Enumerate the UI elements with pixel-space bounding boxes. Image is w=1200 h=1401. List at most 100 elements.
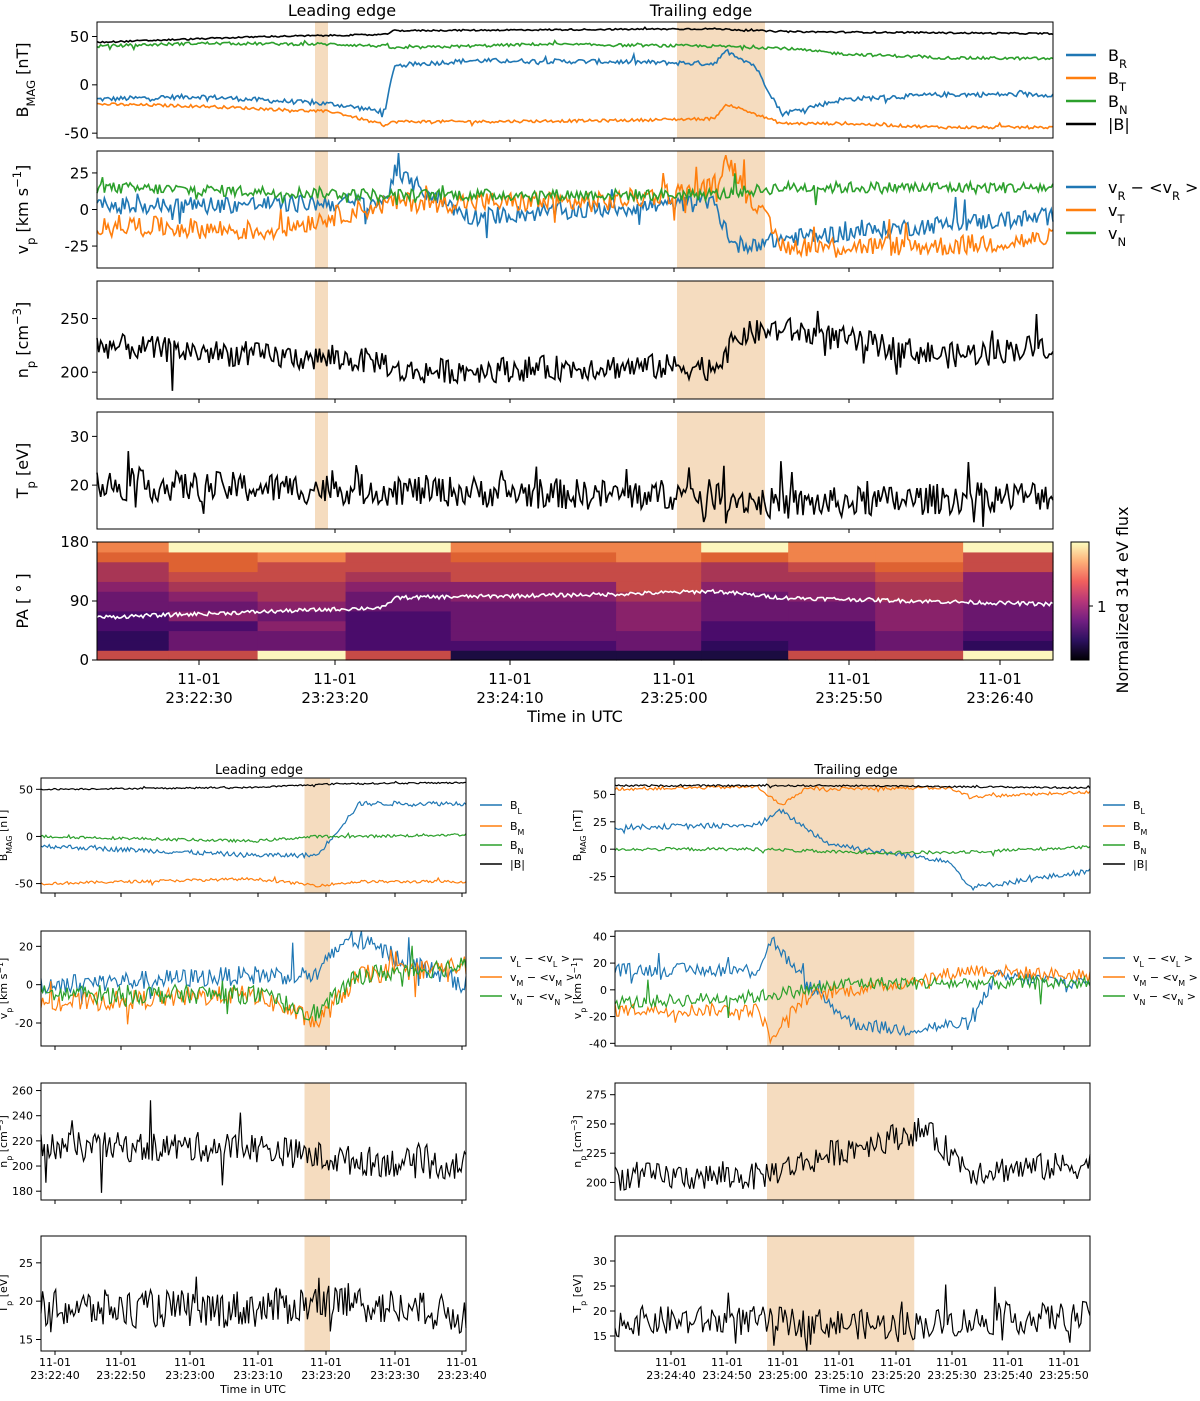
pa-cell	[963, 601, 1054, 612]
pa-cell	[345, 571, 452, 582]
label-part: v	[13, 245, 32, 254]
label-part: PA [ ° ]	[13, 573, 32, 628]
label-part: B	[510, 820, 518, 833]
x-tick-time: 23:23:20	[301, 689, 368, 707]
axes-frame	[96, 411, 1054, 530]
title-trailing-edge-zoom: Trailing edge	[813, 763, 897, 778]
y-tick-label: -20	[589, 1011, 607, 1024]
axes-frame	[96, 280, 1054, 400]
y-tick-label: -50	[65, 125, 90, 143]
label-part: L	[517, 960, 522, 969]
series-line-bl	[614, 808, 1091, 892]
pa-cell	[168, 551, 259, 563]
label-part: p	[5, 1008, 14, 1013]
label-part: B	[1108, 69, 1119, 88]
pa-cell	[450, 561, 617, 573]
x-tick-date: 11-01	[310, 1356, 342, 1369]
pa-cell	[257, 610, 347, 622]
y-tick-label: 250	[60, 310, 89, 328]
pa-cell	[701, 650, 789, 661]
label-part: N	[518, 847, 524, 856]
y-tick-label: 200	[60, 364, 89, 382]
label-part: − <v	[1125, 178, 1171, 197]
series-line-bm	[40, 875, 467, 888]
pa-cell	[97, 640, 170, 651]
y-tick-label: 200	[586, 1176, 607, 1189]
pa-cell	[788, 630, 876, 641]
label-part: ]	[0, 958, 10, 962]
y-tick-label: 25	[70, 164, 89, 182]
label-part: ]	[13, 302, 32, 308]
br-bmag-legend-label: |B|	[1133, 858, 1148, 871]
label-part: L	[1140, 960, 1145, 969]
y-tick-label: 0	[79, 201, 89, 219]
br-vp-legend-label: vM − <vM >	[1133, 971, 1198, 988]
x-tick-date: 11-01	[379, 1356, 411, 1369]
pa-cell	[788, 620, 876, 632]
pa-cell	[875, 561, 964, 573]
pa-cell	[450, 640, 617, 651]
top-vp-panel: 25 0 -25	[65, 150, 1054, 272]
axes-frame	[614, 777, 1091, 894]
label-part: L	[1141, 807, 1146, 816]
label-part: v	[510, 952, 517, 965]
pa-cell	[97, 561, 170, 573]
pa-cell	[875, 571, 964, 582]
x-tick-time: 23:25:30	[927, 1369, 976, 1382]
x-tick-date: 11-01	[880, 1356, 912, 1369]
label-part: [eV]	[571, 1274, 584, 1300]
pa-cell	[257, 640, 347, 651]
pa-cell	[616, 551, 702, 563]
y-tick-label: -40	[589, 1037, 607, 1050]
label-part: MAG	[579, 836, 588, 854]
label-part: N	[517, 998, 523, 1007]
shaded-interval	[304, 1083, 330, 1200]
pa-cell	[701, 610, 789, 622]
label-part: n	[0, 1161, 10, 1168]
label-part: v	[1108, 201, 1117, 220]
pa-cell	[168, 640, 259, 651]
label-part: ]	[571, 958, 584, 962]
label-part: M	[1141, 828, 1148, 837]
y-tick-label: 0	[600, 843, 607, 856]
series-line-b	[96, 26, 1054, 44]
x-tick-date: 11-01	[105, 1356, 137, 1369]
y-tick-label: 50	[70, 28, 89, 46]
label-part: T	[13, 488, 32, 499]
series-line-vnvn	[40, 945, 467, 1022]
series-line-vn	[96, 173, 1054, 206]
pa-cell	[963, 650, 1054, 661]
label-part: T	[1118, 80, 1127, 94]
pa-cell	[875, 542, 964, 553]
label-part: − <v	[1144, 952, 1176, 965]
br-tp-ylabel: Tp [eV]	[571, 1274, 588, 1313]
pa-cell	[701, 542, 789, 553]
shaded-interval	[315, 151, 328, 268]
x-tick-time: 23:22:50	[96, 1369, 145, 1382]
label-part: [km s	[571, 973, 584, 1007]
pa-cell	[97, 551, 170, 563]
y-tick-label: 20	[19, 940, 33, 953]
x-tick-date: 11-01	[827, 670, 871, 688]
y-tick-label: 30	[593, 1255, 607, 1268]
x-tick-date: 11-01	[488, 670, 532, 688]
pa-cell	[257, 551, 347, 563]
x-tick-time: 23:23:00	[165, 1369, 214, 1382]
shaded-interval	[677, 412, 765, 529]
pa-cell	[616, 640, 702, 651]
pa-cell	[168, 650, 259, 661]
x-axis-label: Time in UTC	[526, 707, 623, 726]
series-line-np	[96, 310, 1054, 391]
pa-cell	[701, 630, 789, 641]
y-tick-label: 220	[12, 1135, 33, 1148]
pa-cell	[963, 620, 1054, 632]
label-part: M	[518, 828, 525, 837]
axes-frame	[614, 930, 1091, 1047]
label-part: B	[13, 107, 32, 118]
series-line-vrvr	[96, 152, 1054, 256]
bl-np-panel: 260 240 220 200 180	[12, 1082, 467, 1204]
label-part: L	[553, 960, 558, 969]
top-bmag-legend-label: BT	[1108, 69, 1127, 94]
shaded-interval	[304, 931, 330, 1046]
bl-vp-legend-label: vL − <vL >	[510, 952, 570, 969]
